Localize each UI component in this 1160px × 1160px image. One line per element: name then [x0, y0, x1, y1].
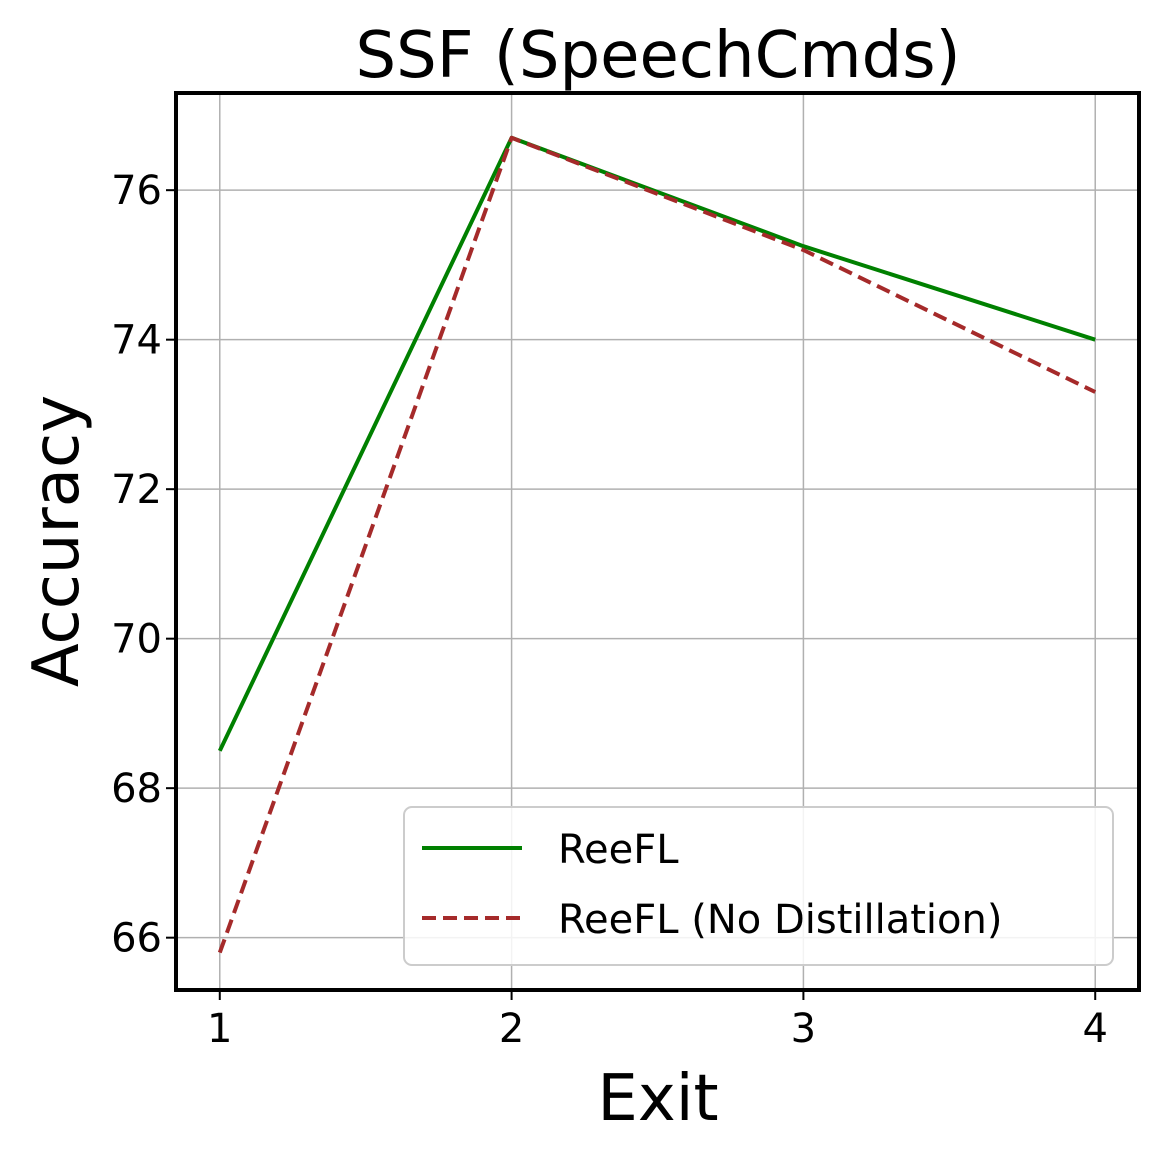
legend-label-reefl-no-distillation: ReeFL (No Distillation): [558, 897, 1002, 943]
x-tick-label: 2: [499, 1006, 524, 1052]
series-line-reefl-no-distillation: [217, 135, 1097, 954]
x-tick-label: 4: [1083, 1006, 1108, 1052]
y-tick-label: 74: [111, 318, 162, 364]
legend: ReeFL ReeFL (No Distillation): [403, 806, 1114, 966]
plot-frame: [174, 91, 1141, 992]
legend-box: [403, 806, 1114, 966]
x-tick-label: 3: [791, 1006, 816, 1052]
y-tick-label: 72: [111, 467, 162, 513]
x-tick-label: 1: [207, 1006, 232, 1052]
y-axis-label: Accuracy: [20, 395, 94, 687]
series-line-reefl: [217, 135, 1096, 752]
x-axis-label: Exit: [597, 1062, 718, 1136]
y-tick-label: 70: [111, 617, 162, 663]
chart-title: SSF (SpeechCmds): [355, 19, 960, 93]
y-tick-label: 66: [111, 916, 162, 962]
tick-labels: 1 2 3 4 66 68 70 72 74 76: [111, 168, 1108, 1052]
y-tick-label: 76: [111, 168, 162, 214]
y-tick-label: 68: [111, 766, 162, 812]
series-layer: [217, 135, 1097, 954]
legend-label-reefl: ReeFL: [558, 827, 679, 873]
